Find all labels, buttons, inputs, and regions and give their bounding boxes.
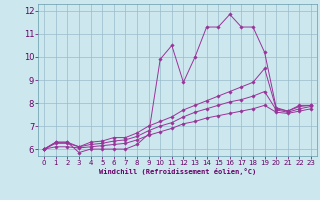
X-axis label: Windchill (Refroidissement éolien,°C): Windchill (Refroidissement éolien,°C) [99,168,256,175]
